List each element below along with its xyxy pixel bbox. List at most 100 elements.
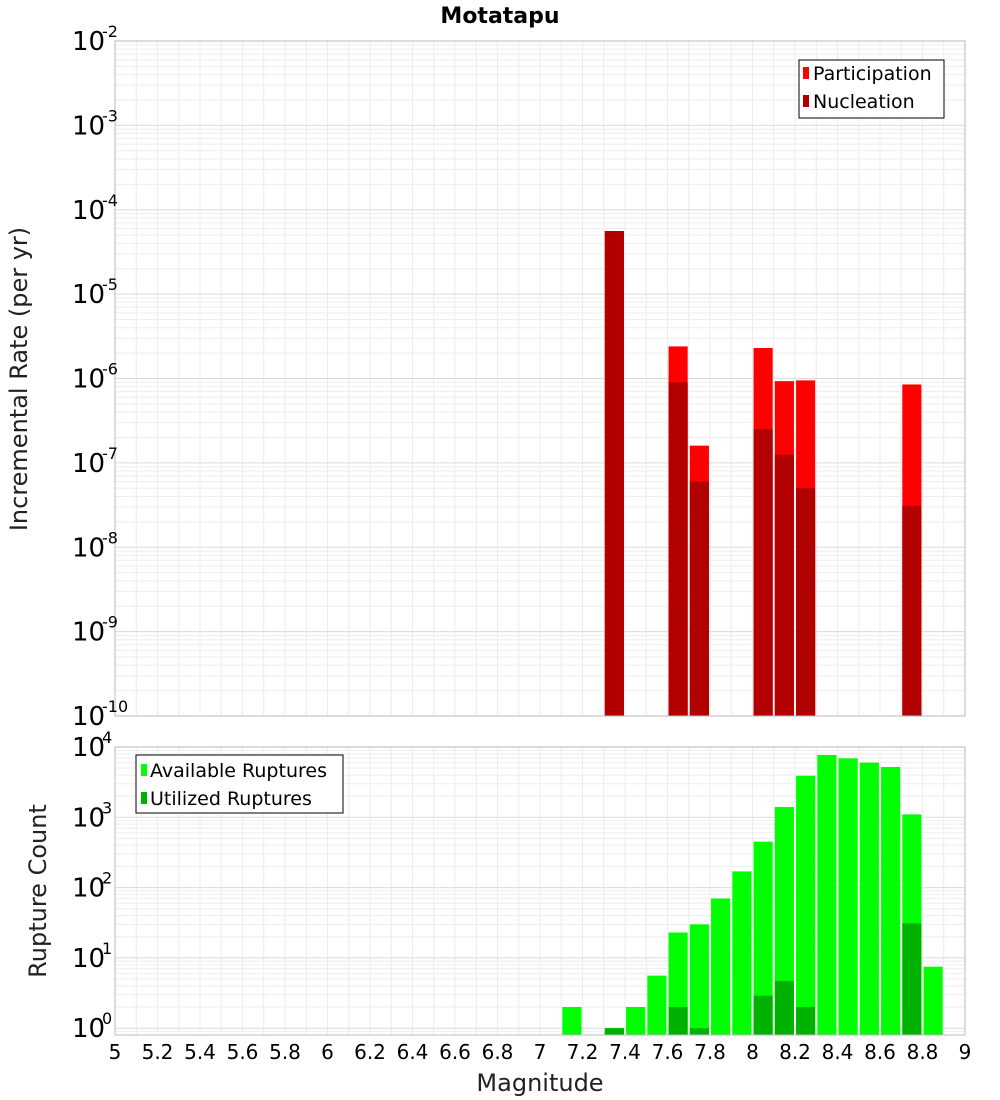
y-tick-exponent: -3	[102, 106, 118, 125]
y-tick-label: 10	[72, 27, 105, 57]
x-tick-label: 7.6	[652, 1040, 684, 1064]
bar-available-ruptures	[796, 775, 816, 1035]
bar-nucleation	[902, 505, 922, 716]
bar-available-ruptures	[562, 1007, 582, 1035]
magnitude-x-ticks: 5 5.2 5.4 5.6 5.8 6 6.2 6.4 6.6 6.8 7 7.2 7.4 7.6 7.8 8…	[109, 1040, 972, 1064]
rate-legend: Participation Nucleation	[798, 59, 945, 119]
bar-available-ruptures	[859, 762, 879, 1035]
x-tick-label: 6.2	[354, 1040, 386, 1064]
x-tick-label: 5.4	[184, 1040, 216, 1064]
y-tick-label: 10	[72, 1014, 105, 1044]
y-tick-label: 10	[72, 702, 105, 732]
rate-plot-border	[114, 40, 966, 717]
bar-utilized-ruptures	[902, 923, 922, 1035]
bar-nucleation	[796, 488, 816, 716]
bar-nucleation	[774, 454, 794, 716]
y-tick-exponent: -2	[102, 22, 118, 41]
bar-utilized-ruptures	[774, 980, 794, 1035]
y-tick-label: 10	[72, 280, 105, 310]
y-tick-label: 10	[72, 196, 105, 226]
y-tick-exponent: 3	[102, 798, 112, 817]
rupture-legend: Available Ruptures Utilized Ruptures	[135, 754, 344, 814]
rupture-y-axis-label: Rupture Count	[24, 804, 52, 978]
y-tick-exponent: 1	[102, 939, 112, 958]
rate-legend-box	[798, 59, 945, 119]
utilized-legend-swatch	[141, 792, 147, 804]
y-tick-label: 10	[72, 803, 105, 833]
y-tick-exponent: -6	[102, 360, 118, 379]
y-tick-exponent: -5	[102, 275, 118, 294]
y-tick-label: 10	[72, 944, 105, 974]
y-tick-label: 10	[72, 449, 105, 479]
nucleation-legend-label: Nucleation	[813, 91, 915, 113]
x-tick-label: 7.4	[609, 1040, 641, 1064]
x-tick-label: 5	[109, 1040, 122, 1064]
x-tick-label: 6.6	[439, 1040, 471, 1064]
bar-available-ruptures	[732, 871, 752, 1035]
rate-grid	[115, 40, 965, 717]
y-tick-exponent: 2	[102, 869, 112, 888]
bar-available-ruptures	[923, 966, 943, 1035]
bar-available-ruptures	[711, 898, 731, 1035]
x-tick-label: 8.8	[907, 1040, 939, 1064]
x-tick-label: 7	[534, 1040, 547, 1064]
bar-available-ruptures	[689, 924, 709, 1035]
chart-title: Motatapu	[440, 4, 559, 29]
bar-available-ruptures	[753, 841, 773, 1035]
x-tick-label: 6.8	[482, 1040, 514, 1064]
rate-y-axis-label: Incremental Rate (per yr)	[5, 227, 33, 531]
y-tick-label: 10	[72, 111, 105, 141]
x-tick-label: 7.8	[694, 1040, 726, 1064]
bar-nucleation	[689, 481, 709, 716]
x-axis-label: Magnitude	[476, 1069, 603, 1097]
utilized-legend-label: Utilized Ruptures	[150, 788, 312, 810]
bar-nucleation	[753, 429, 773, 716]
y-tick-label: 10	[72, 733, 105, 763]
y-tick-exponent: 0	[102, 1009, 112, 1028]
bar-nucleation	[668, 382, 688, 716]
bar-utilized-ruptures	[753, 995, 773, 1035]
bar-available-ruptures	[647, 975, 667, 1035]
rupture-plot-border	[114, 746, 966, 1036]
available-legend-swatch	[141, 764, 147, 776]
bar-available-ruptures	[626, 1007, 646, 1035]
participation-legend-label: Participation	[813, 63, 932, 85]
y-tick-label: 10	[72, 365, 105, 395]
bar-utilized-ruptures	[689, 1028, 709, 1035]
bar-available-ruptures	[838, 758, 858, 1035]
y-tick-exponent: -8	[102, 528, 118, 547]
x-tick-label: 8.2	[779, 1040, 811, 1064]
x-tick-label: 6	[321, 1040, 334, 1064]
bar-utilized-ruptures	[668, 1007, 688, 1035]
rupture-bars	[562, 754, 943, 1035]
bar-available-ruptures	[817, 754, 837, 1035]
bar-utilized-ruptures	[796, 1007, 816, 1035]
x-tick-label: 8.4	[822, 1040, 854, 1064]
rate-bars	[604, 230, 922, 716]
y-tick-label: 10	[72, 618, 105, 648]
y-tick-exponent: -10	[102, 697, 128, 716]
x-tick-label: 5.8	[269, 1040, 301, 1064]
x-tick-label: 6.4	[397, 1040, 429, 1064]
x-tick-label: 9	[959, 1040, 972, 1064]
available-legend-label: Available Ruptures	[150, 760, 327, 782]
bar-available-ruptures	[774, 807, 794, 1035]
y-tick-exponent: 4	[102, 728, 112, 747]
y-tick-exponent: -4	[102, 191, 118, 210]
nucleation-legend-swatch	[803, 95, 809, 107]
bar-utilized-ruptures	[604, 1028, 624, 1035]
participation-legend-swatch	[803, 67, 809, 79]
y-tick-exponent: -9	[102, 613, 118, 632]
y-tick-label: 10	[72, 533, 105, 563]
y-tick-label: 10	[72, 874, 105, 904]
x-tick-label: 8	[746, 1040, 759, 1064]
x-tick-label: 7.2	[567, 1040, 599, 1064]
bar-available-ruptures	[881, 766, 901, 1035]
x-tick-label: 5.2	[142, 1040, 174, 1064]
y-tick-exponent: -7	[102, 444, 118, 463]
